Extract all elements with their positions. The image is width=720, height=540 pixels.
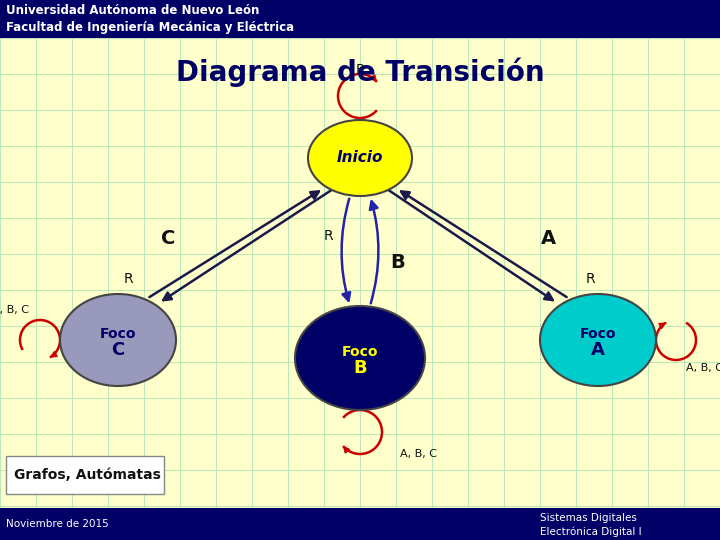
Text: Universidad Autónoma de Nuevo León: Universidad Autónoma de Nuevo León (6, 4, 259, 17)
Text: Sistemas Digitales: Sistemas Digitales (540, 512, 637, 523)
Bar (6, 456, 164, 494)
Ellipse shape (540, 294, 656, 386)
Bar (0, 0, 720, 38)
Ellipse shape (60, 294, 176, 386)
Bar (0, 0, 338, 38)
Text: Foco: Foco (580, 327, 616, 341)
Text: A, B, C: A, B, C (400, 449, 436, 459)
Text: C: C (161, 230, 175, 248)
Text: C: C (112, 341, 125, 359)
Text: R: R (355, 63, 365, 77)
Text: R: R (123, 272, 132, 286)
Text: R: R (585, 272, 595, 286)
Text: A: A (541, 230, 556, 248)
Text: Grafos, Autómatas: Grafos, Autómatas (14, 468, 161, 482)
Text: Foco: Foco (100, 327, 136, 341)
Text: Electrónica Digital I: Electrónica Digital I (540, 526, 642, 537)
Ellipse shape (308, 120, 412, 196)
Ellipse shape (295, 306, 425, 410)
Text: R: R (323, 229, 333, 243)
Bar (0, 38, 720, 508)
Text: B: B (354, 359, 366, 377)
Text: A, B, C: A, B, C (685, 363, 720, 373)
Text: Inicio: Inicio (337, 151, 383, 165)
Text: Facultad de Ingeniería Mecánica y Eléctrica: Facultad de Ingeniería Mecánica y Eléctr… (6, 21, 294, 34)
Text: Noviembre de 2015: Noviembre de 2015 (6, 519, 109, 529)
Text: Foco: Foco (342, 345, 378, 359)
Text: A: A (591, 341, 605, 359)
Text: A, B, C: A, B, C (0, 305, 29, 315)
Bar (0, 508, 720, 540)
Text: Diagrama de Transición: Diagrama de Transición (176, 57, 544, 87)
Text: B: B (391, 253, 405, 273)
